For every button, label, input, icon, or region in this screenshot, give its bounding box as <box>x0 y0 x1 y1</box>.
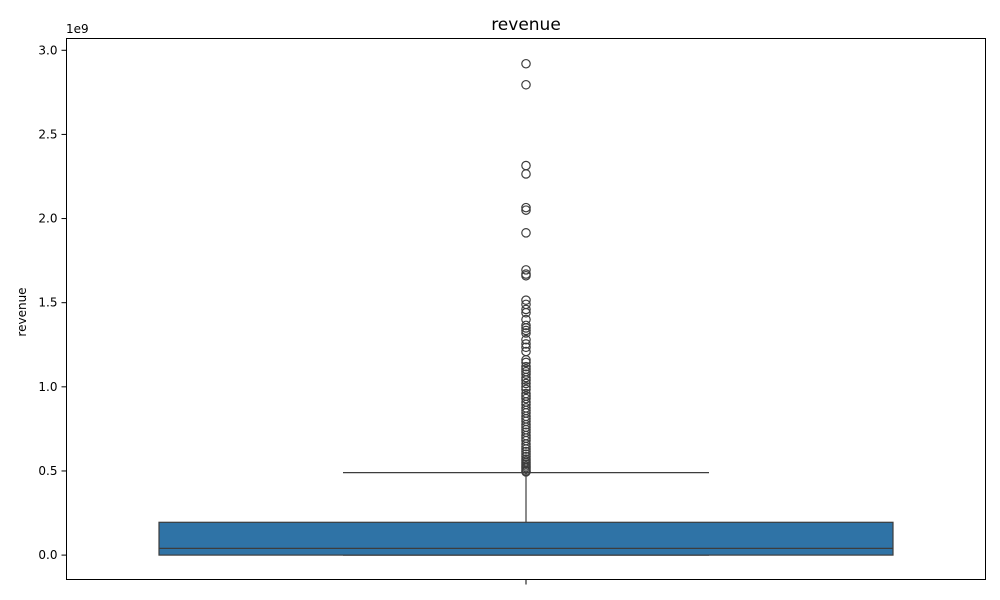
outlier-point <box>521 79 531 90</box>
outlier-point <box>521 355 531 365</box>
outlier-point <box>521 202 531 213</box>
outlier-point <box>521 446 531 457</box>
outlier-point <box>521 441 531 452</box>
outlier-point <box>521 205 531 215</box>
outlier-point <box>521 393 531 404</box>
outlier-point <box>521 444 531 454</box>
outlier-point <box>521 375 531 385</box>
chart-title: revenue <box>491 15 561 35</box>
outlier-point <box>521 334 531 345</box>
y-tick-label: 1.5 <box>38 296 57 310</box>
outlier-point <box>521 323 531 333</box>
outlier-point <box>521 58 531 69</box>
outlier-point <box>521 372 531 383</box>
outlier-point <box>521 467 531 477</box>
y-tick-label: 1.0 <box>38 380 57 394</box>
y-axis-offset-label: 1e9 <box>66 22 89 36</box>
outlier-point <box>521 339 531 349</box>
outlier-point <box>521 270 531 281</box>
y-tick-label: 0.5 <box>38 464 57 478</box>
outlier-point <box>521 369 531 380</box>
y-axis-label: revenue <box>15 287 29 336</box>
y-tick-label: 0.0 <box>38 548 57 562</box>
outlier-point <box>521 325 531 336</box>
outlier-point <box>521 378 531 389</box>
box-iqr <box>158 521 894 556</box>
outlier-point <box>521 169 531 179</box>
outlier-point <box>521 160 531 171</box>
outlier-point <box>521 451 531 462</box>
outlier-point <box>521 419 531 430</box>
outlier-point <box>521 304 531 315</box>
outlier-point <box>521 342 531 353</box>
outlier-point <box>521 228 531 238</box>
outlier-point <box>521 439 531 449</box>
outlier-point <box>521 307 531 318</box>
outlier-point <box>521 361 531 372</box>
outlier-point <box>521 320 531 331</box>
outlier-point <box>521 265 531 275</box>
outlier-point <box>521 295 531 305</box>
outlier-point <box>521 384 531 395</box>
y-tick-label: 2.0 <box>38 212 57 226</box>
outlier-point <box>521 382 531 392</box>
plot-area <box>158 58 894 556</box>
outlier-point <box>521 357 531 368</box>
y-tick-label: 3.0 <box>38 43 57 57</box>
outlier-point <box>521 328 531 338</box>
y-tick-label: 2.5 <box>38 127 57 141</box>
